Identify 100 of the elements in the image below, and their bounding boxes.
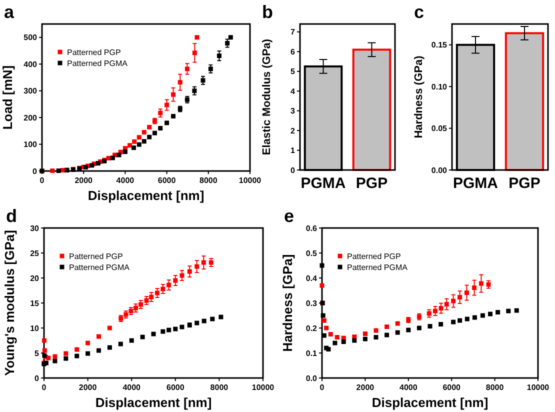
y-axis-title: Hardness (GPa) — [413, 55, 425, 138]
point — [320, 313, 326, 318]
point — [164, 120, 170, 126]
point — [194, 264, 200, 269]
point — [166, 282, 172, 288]
point — [107, 345, 112, 350]
x-axis-title: Displacement [nm] — [372, 395, 488, 410]
point — [192, 50, 197, 56]
x-tick-label: 8000 — [210, 383, 229, 392]
x-tick-label: 4000 — [116, 176, 135, 185]
x-tick-label: 6000 — [166, 383, 185, 392]
point — [118, 342, 123, 346]
point — [384, 324, 390, 329]
chart-title: b — [262, 2, 273, 22]
point — [142, 130, 146, 134]
point — [151, 332, 156, 336]
point — [158, 126, 163, 130]
y-tick-label: 20 — [30, 274, 40, 283]
point — [166, 328, 172, 332]
point — [328, 332, 333, 336]
y-tick-label: 0.1 — [306, 348, 318, 358]
point — [395, 321, 400, 326]
point — [451, 298, 456, 304]
point — [216, 54, 222, 58]
y-tick-label: 10 — [30, 324, 40, 333]
point — [50, 168, 55, 173]
y-tick-label: 5 — [34, 348, 40, 358]
x-tick-label: 0 — [320, 383, 325, 392]
point — [171, 114, 176, 118]
y-tick-label: 0.2 — [306, 324, 318, 333]
y-tick-label: 0 — [32, 166, 38, 176]
x-tick-label: 10000 — [526, 383, 550, 392]
point — [320, 283, 324, 288]
point — [395, 330, 400, 335]
point — [200, 78, 206, 83]
x-tick-label: 2000 — [356, 383, 375, 392]
x-tick-label: 0 — [42, 383, 47, 392]
point — [147, 134, 152, 140]
point — [334, 335, 340, 340]
y-tick-label: 6 — [290, 47, 296, 56]
y-tick-label: 15 — [30, 298, 40, 308]
point — [64, 351, 68, 356]
y-tick-label: 4 — [290, 86, 296, 96]
point — [438, 306, 444, 310]
y-tick-label: 100 — [24, 140, 38, 150]
chart-title: d — [6, 206, 17, 226]
legend-label: Patterned PGP — [347, 252, 401, 261]
point — [478, 281, 484, 286]
point — [208, 66, 213, 72]
x-tick-label: 2000 — [78, 383, 98, 392]
point — [362, 336, 368, 342]
point — [341, 340, 346, 344]
x-axis-title: Displacement [nm] — [88, 188, 204, 203]
point — [180, 273, 184, 278]
point — [458, 318, 462, 323]
y-tick-label: 7 — [290, 28, 296, 37]
legend-label: Patterned PGP — [69, 252, 123, 261]
point — [432, 308, 438, 314]
x-tick-label: 6000 — [158, 176, 176, 185]
x-tick-label: 4000 — [400, 383, 418, 392]
point — [142, 139, 146, 144]
point — [472, 286, 477, 290]
point — [178, 80, 182, 85]
point — [96, 348, 101, 353]
y-tick-label: 500 — [24, 33, 38, 42]
point — [128, 143, 132, 148]
point — [164, 102, 170, 108]
point — [192, 88, 197, 94]
point — [180, 324, 184, 330]
point — [173, 278, 178, 283]
chart-title: e — [284, 206, 294, 226]
point — [154, 290, 160, 296]
point — [116, 152, 122, 158]
point — [184, 66, 190, 72]
point — [52, 358, 58, 364]
point — [160, 329, 166, 334]
point — [320, 263, 324, 268]
point — [64, 356, 68, 361]
x-tick-label: 10000 — [238, 176, 262, 185]
y-axis-title: Hardness [GPa] — [280, 254, 295, 352]
point — [110, 156, 115, 160]
x-tick-label: PGP — [356, 175, 388, 192]
legend-label: Patterned PGMA — [347, 262, 408, 272]
y-axis-title: Young's modulus [GPa] — [2, 230, 17, 376]
point — [132, 139, 137, 144]
y-axis-title: Load [mN] — [0, 65, 15, 130]
y-tick-label: 0 — [290, 166, 296, 175]
point — [106, 156, 111, 160]
x-tick-label: 6000 — [442, 383, 462, 392]
y-tick-label: 3 — [290, 106, 296, 116]
x-tick-label: 8000 — [486, 383, 504, 392]
point — [129, 338, 134, 343]
point — [107, 326, 112, 330]
point — [201, 260, 206, 265]
point — [74, 347, 80, 352]
point — [374, 335, 378, 340]
point — [194, 35, 200, 40]
point — [96, 334, 101, 339]
x-tick-label: PGMA — [300, 175, 346, 192]
legend-label: Patterned PGMA — [67, 58, 128, 68]
